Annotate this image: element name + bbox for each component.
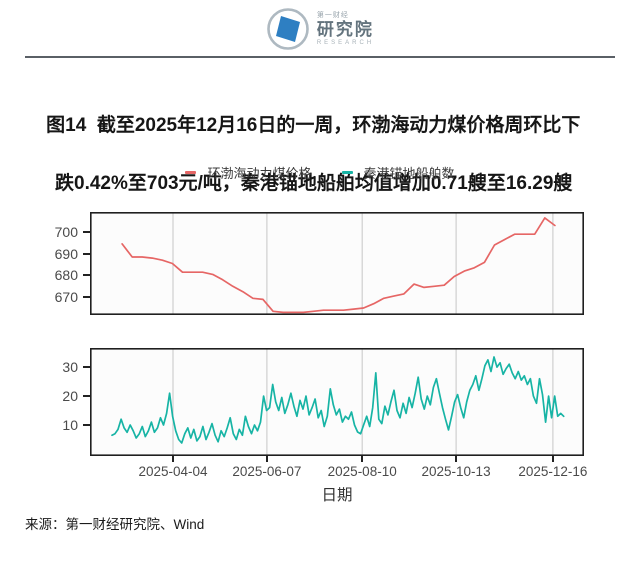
panel-border bbox=[90, 348, 584, 456]
header-divider bbox=[25, 56, 615, 58]
x-tick-label-2025-10-13: 2025-10-13 bbox=[421, 464, 491, 479]
legend-label-coal-price: 环渤海动力煤价格 bbox=[207, 166, 312, 181]
x-tick-label-2025-12-16: 2025-12-16 bbox=[518, 464, 588, 479]
y-tick-label-690: 690 bbox=[54, 245, 78, 262]
coal-price-chart bbox=[90, 212, 584, 315]
y-tick-mark bbox=[83, 424, 90, 427]
x-tick-label-2025-06-07: 2025-06-07 bbox=[232, 464, 302, 479]
x-tick-mark bbox=[171, 456, 174, 462]
y-tick-label-700: 700 bbox=[54, 223, 78, 240]
brand-name-small: 第一财经 bbox=[316, 12, 349, 19]
legend-dash-coal-price-icon bbox=[185, 170, 197, 175]
x-tick-label-2025-04-04: 2025-04-04 bbox=[138, 464, 208, 479]
y-tick-label-680: 680 bbox=[54, 267, 78, 284]
x-axis-title: 日期 bbox=[321, 487, 353, 504]
x-tick-mark bbox=[361, 456, 364, 462]
legend-item-anchored-ships: 秦港锚地船舶数 bbox=[341, 163, 455, 182]
source-note: 来源：第一财经研究院、Wind bbox=[25, 517, 205, 532]
brand-name-main: 研究院 bbox=[316, 20, 374, 39]
figure-title-line-2: 跌0.42%至703元/吨，秦港锚地船舶均值增加0.71艘至16.29艘 bbox=[55, 173, 573, 194]
y-tick-mark bbox=[83, 274, 90, 277]
yicai-logo-icon bbox=[267, 8, 309, 50]
figure-title-line-1: 图14 截至2025年12月16日的一周，环渤海动力煤价格周环比下 bbox=[46, 115, 581, 136]
y-tick-mark bbox=[83, 230, 90, 233]
legend-dash-anchored-ships-icon bbox=[341, 170, 353, 175]
y-tick-mark bbox=[83, 252, 90, 255]
panel-border bbox=[90, 212, 584, 315]
x-tick-mark bbox=[551, 456, 554, 462]
y-tick-label-670: 670 bbox=[54, 289, 78, 306]
legend-label-anchored-ships: 秦港锚地船舶数 bbox=[363, 166, 455, 181]
y-tick-mark bbox=[83, 366, 90, 369]
series-line bbox=[121, 217, 556, 314]
y-tick-label-30: 30 bbox=[62, 359, 78, 376]
x-tick-label-2025-08-10: 2025-08-10 bbox=[327, 464, 397, 479]
panel-background bbox=[90, 212, 584, 315]
x-tick-mark bbox=[265, 456, 268, 462]
y-tick-label-10: 10 bbox=[62, 417, 78, 434]
x-tick-mark bbox=[455, 456, 458, 462]
brand-text: 第一财经 研究院 RESEARCH bbox=[317, 12, 374, 46]
brand-name-sub: RESEARCH bbox=[316, 40, 375, 46]
legend-item-coal-price: 环渤海动力煤价格 bbox=[185, 163, 312, 182]
brand-logo: 第一财经 研究院 RESEARCH bbox=[0, 7, 640, 51]
y-tick-label-20: 20 bbox=[62, 388, 78, 405]
chart-legend: 环渤海动力煤价格 秦港锚地船舶数 bbox=[0, 163, 640, 182]
series-line bbox=[111, 356, 565, 444]
y-tick-mark bbox=[83, 296, 90, 299]
y-tick-mark bbox=[83, 395, 90, 398]
anchored-ships-chart bbox=[90, 348, 584, 456]
figure-title: 图14 截至2025年12月16日的一周，环渤海动力煤价格周环比下 跌0.42%… bbox=[25, 82, 625, 256]
